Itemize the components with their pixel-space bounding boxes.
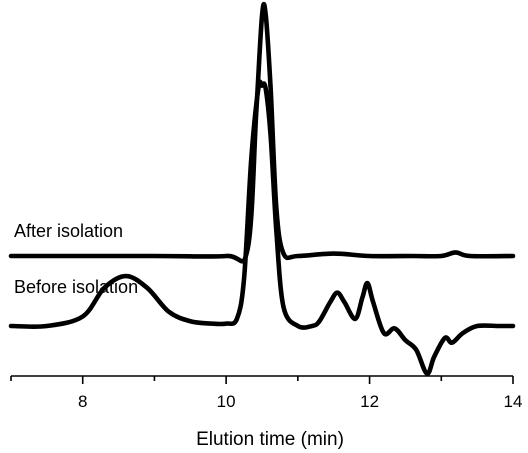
series-line-before-isolation <box>8 79 516 376</box>
x-axis-label: Elution time (min) <box>196 429 344 450</box>
x-tick-label: 8 <box>78 392 87 411</box>
series-labels-group: After isolation Before isolation <box>14 221 138 297</box>
x-axis-ticks: 8 10 12 14 <box>10 376 523 411</box>
x-tick-label: 12 <box>360 392 379 411</box>
x-tick-label: 14 <box>504 392 523 411</box>
series-label-before-isolation: Before isolation <box>14 277 138 297</box>
series-label-after-isolation: After isolation <box>14 221 123 241</box>
traces-group <box>8 1 516 376</box>
x-tick-label: 10 <box>217 392 236 411</box>
